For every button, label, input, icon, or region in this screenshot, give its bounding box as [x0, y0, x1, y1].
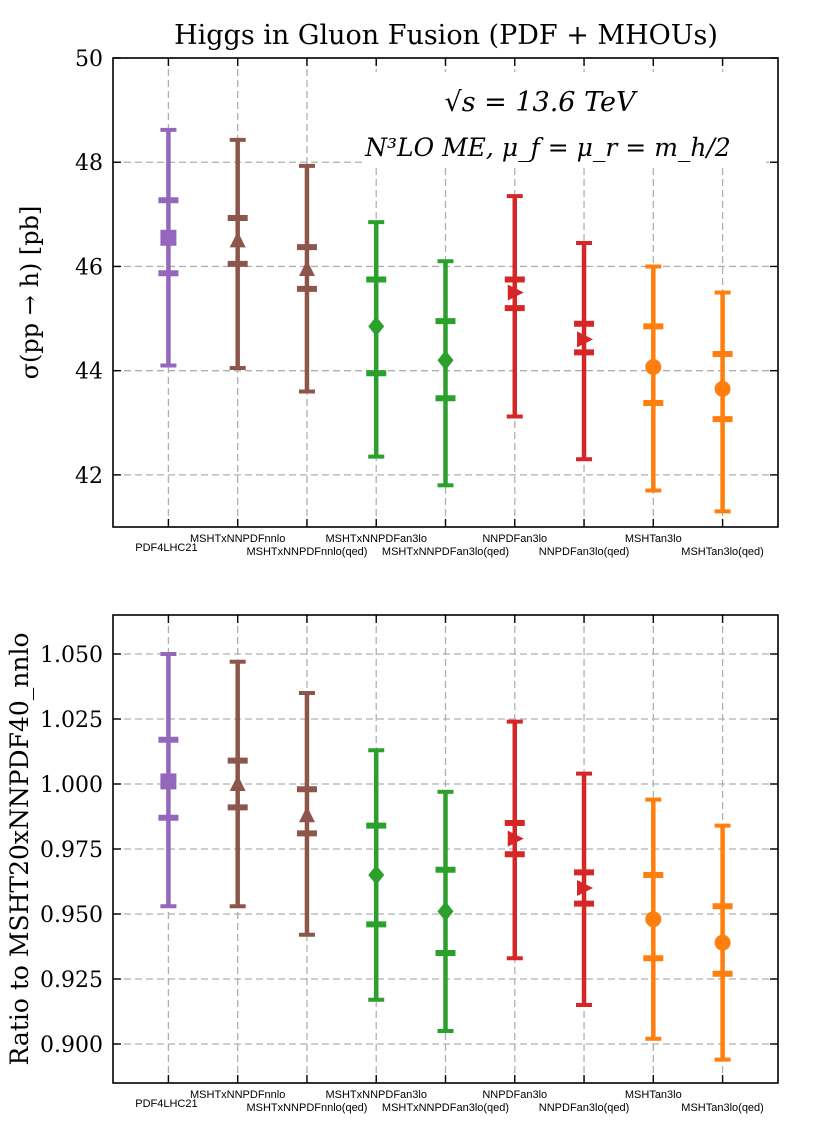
- data-point: [645, 359, 662, 376]
- category-label: NNPDFan3lo: [482, 533, 547, 545]
- ytick-label: 50: [75, 47, 103, 72]
- bottom-panel: 0.900 0.925 0.950 0.975 1.000 1.025 1.050 PDF4L…: [5, 614, 779, 1114]
- category-label: MSHTxNNPDFnnlo: [190, 1089, 285, 1101]
- data-point: [160, 229, 177, 246]
- ytick-label: 48: [75, 151, 103, 176]
- y-axis-label: σ(pp → h) [pb]: [16, 206, 44, 380]
- category-label: MSHTan3lo(qed): [681, 546, 764, 558]
- ytick-label: 0.925: [40, 968, 103, 993]
- ytick-label: 1.050: [40, 643, 103, 668]
- data-point: [714, 934, 731, 951]
- chart-title: Higgs in Gluon Fusion (PDF + MHOUs): [174, 20, 718, 51]
- category-label: NNPDFan3lo(qed): [539, 546, 629, 558]
- category-label: PDF4LHC21: [135, 542, 197, 554]
- ytick-label: 0.900: [40, 1033, 103, 1058]
- annotation-scales: N³LO ME, μ_f = μ_r = m_h/2: [364, 133, 731, 162]
- ytick-label: 1.000: [40, 773, 103, 798]
- category-label: MSHTxNNPDFnnlo(qed): [246, 1102, 367, 1114]
- data-point: [368, 865, 385, 885]
- data-point: [577, 331, 594, 348]
- data-point: [645, 911, 662, 928]
- data-point: [160, 773, 177, 790]
- ytick-label: 0.950: [40, 903, 103, 928]
- ytick-label: 0.975: [40, 838, 103, 863]
- ytick-label: 44: [75, 360, 103, 385]
- ytick-label: 1.025: [40, 708, 103, 733]
- data-point: [507, 830, 524, 847]
- category-label: NNPDFan3lo(qed): [539, 1102, 629, 1114]
- category-label: MSHTan3lo(qed): [681, 1102, 764, 1114]
- category-label: MSHTxNNPDFnnlo: [190, 533, 285, 545]
- data-point: [437, 901, 454, 922]
- data-point: [229, 775, 246, 791]
- annotation-box: [362, 72, 766, 168]
- category-label: MSHTxNNPDFan3lo(qed): [382, 1102, 509, 1114]
- data-point: [437, 350, 454, 371]
- top-panel: √s = 13.6 TeV N³LO ME, μ_f = μ_r = m_h/2 4…: [16, 20, 779, 558]
- category-label: MSHTxNNPDFan3lo: [325, 533, 426, 545]
- data-point: [229, 231, 246, 248]
- y-axis-label: Ratio to MSHT20xNNPDF40_nnlo: [5, 632, 34, 1065]
- category-label: MSHTxNNPDFnnlo(qed): [246, 546, 367, 558]
- data-point: [577, 880, 594, 896]
- category-label: MSHTan3lo: [625, 1089, 682, 1101]
- category-label: MSHTxNNPDFan3lo: [325, 1089, 426, 1101]
- category-label: PDF4LHC21: [135, 1098, 197, 1110]
- category-label: MSHTan3lo: [625, 533, 682, 545]
- annotation-energy: √s = 13.6 TeV: [445, 87, 638, 118]
- data-point: [507, 284, 524, 301]
- data-point: [714, 380, 731, 397]
- category-label: NNPDFan3lo: [482, 1089, 547, 1101]
- data-point: [298, 260, 315, 277]
- ytick-label: 46: [75, 255, 103, 280]
- data-point: [368, 316, 385, 337]
- category-label: MSHTxNNPDFan3lo(qed): [382, 546, 509, 558]
- ytick-label: 42: [75, 464, 103, 489]
- data-point: [298, 806, 315, 823]
